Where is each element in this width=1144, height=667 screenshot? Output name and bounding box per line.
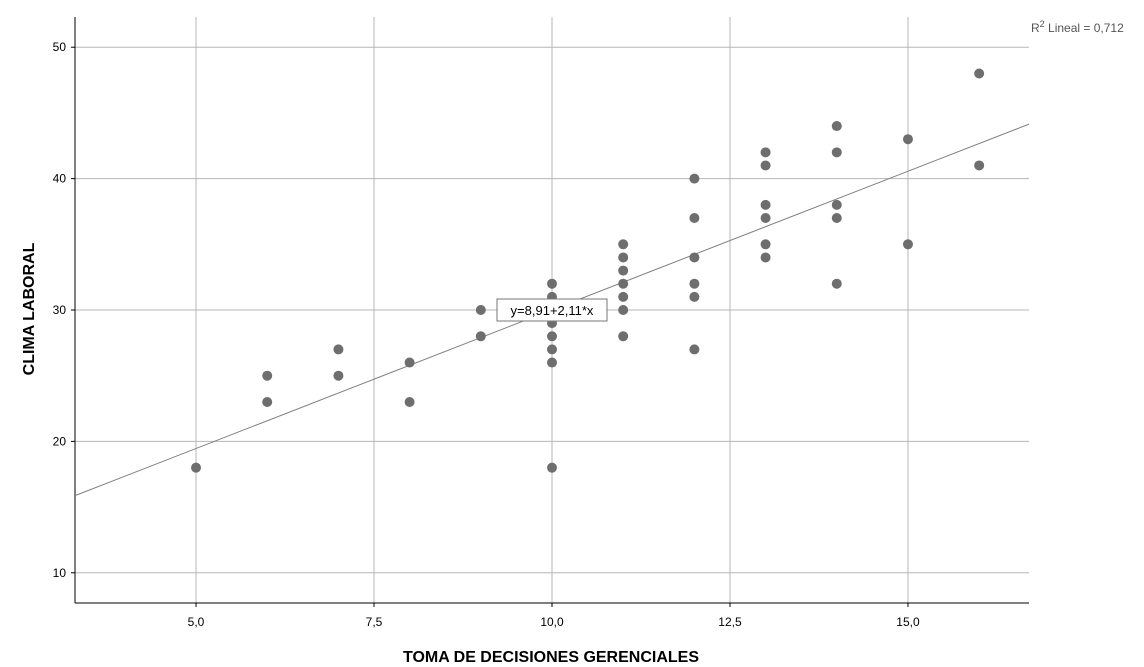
data-point	[689, 173, 700, 184]
data-point	[760, 239, 771, 250]
data-point	[618, 252, 629, 263]
equation-label: y=8,91+2,11*x	[511, 303, 594, 318]
data-point	[689, 252, 700, 263]
data-point	[902, 134, 913, 145]
x-tick-label: 7,5	[366, 615, 383, 629]
data-point	[618, 278, 629, 289]
points-layer	[191, 68, 985, 473]
data-point	[689, 278, 700, 289]
y-tick-label: 50	[53, 40, 67, 54]
x-tick-label: 15,0	[896, 615, 920, 629]
data-point	[262, 396, 273, 407]
r2-label-suffix: Lineal = 0,712	[1045, 21, 1124, 35]
x-tick-label: 5,0	[188, 615, 205, 629]
x-tick-label: 10,0	[540, 615, 564, 629]
data-point	[547, 278, 557, 289]
data-point	[760, 252, 771, 263]
data-point	[547, 331, 557, 342]
data-point	[760, 199, 771, 210]
r2-label: R2 Lineal = 0,712	[1031, 19, 1124, 35]
data-point	[618, 291, 629, 302]
data-point	[547, 344, 557, 355]
axes-layer	[71, 17, 1029, 607]
data-point	[689, 291, 700, 302]
data-point	[404, 357, 415, 368]
r2-label-sup: 2	[1040, 19, 1045, 29]
data-point	[689, 344, 700, 355]
data-point	[262, 370, 273, 381]
data-point	[618, 305, 629, 315]
data-point	[618, 331, 629, 342]
data-point	[831, 121, 842, 132]
data-point	[333, 344, 344, 355]
data-point	[831, 213, 842, 224]
data-point	[618, 239, 629, 250]
y-tick-label: 40	[53, 172, 67, 186]
equation-box	[496, 298, 608, 322]
y-axis-title: CLIMA LABORAL	[21, 242, 38, 375]
data-point	[760, 147, 771, 158]
y-tick-label: 30	[53, 303, 67, 317]
r2-label-prefix: R	[1031, 21, 1040, 35]
data-point	[760, 160, 771, 171]
data-point	[831, 199, 842, 210]
grid-layer	[75, 17, 1029, 603]
y-tick-label: 20	[53, 434, 67, 448]
labels-layer: 5,0 7,5 10,0 12,5 15,0 10 20 30 40 50	[53, 40, 920, 629]
x-tick-label: 12,5	[718, 615, 742, 629]
data-point	[831, 278, 842, 289]
data-point	[547, 357, 557, 368]
data-point	[547, 462, 557, 473]
y-tick-label: 10	[53, 566, 67, 580]
data-point	[831, 147, 842, 158]
data-point	[475, 305, 486, 315]
data-point	[191, 462, 202, 473]
data-point	[974, 68, 985, 79]
data-point	[760, 213, 771, 224]
data-point	[689, 213, 700, 224]
data-point	[333, 370, 344, 381]
data-point	[974, 160, 985, 171]
data-point	[902, 239, 913, 250]
data-point	[475, 331, 486, 342]
data-point	[404, 396, 415, 407]
data-point	[618, 265, 629, 276]
x-axis-title: TOMA DE DECISIONES GERENCIALES	[403, 649, 699, 666]
